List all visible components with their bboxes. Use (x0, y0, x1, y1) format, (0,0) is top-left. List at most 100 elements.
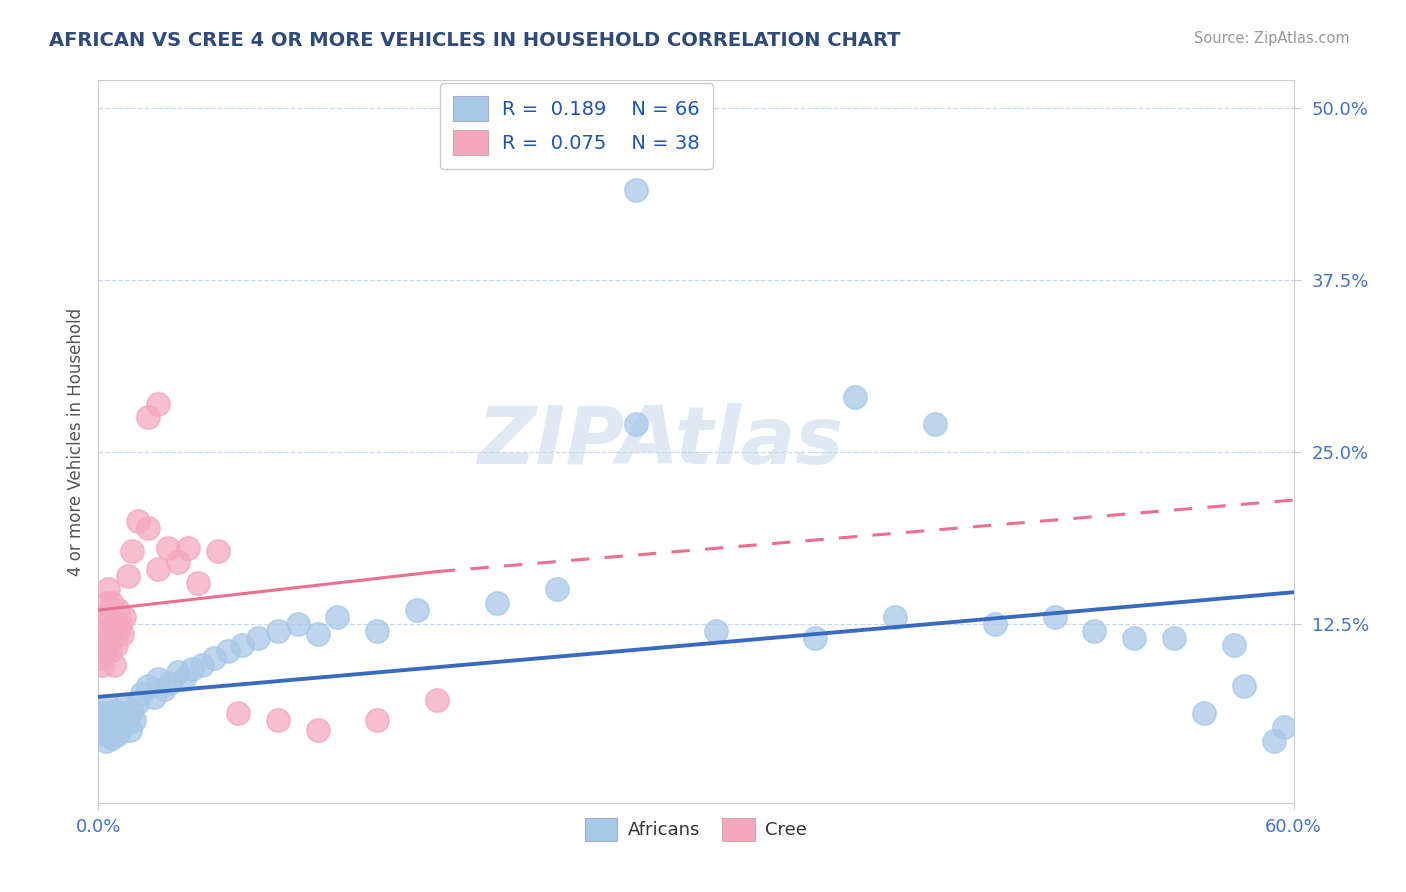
Point (124, 713, 146, 727)
Point (115, 713, 138, 727)
Point (267, 713, 290, 727)
Point (231, 638, 253, 652)
Point (167, 665, 190, 679)
Point (1192, 706, 1215, 721)
Point (287, 616, 309, 631)
Text: Source: ZipAtlas.com: Source: ZipAtlas.com (1194, 31, 1350, 46)
Point (101, 596, 124, 610)
Point (406, 603, 429, 617)
Point (101, 731, 124, 745)
Point (173, 672, 195, 686)
Point (89, 651, 111, 665)
Legend: Africans, Cree: Africans, Cree (578, 810, 814, 848)
Point (93, 706, 115, 721)
Point (97, 699, 120, 714)
Point (1223, 638, 1246, 652)
Point (98, 727, 122, 741)
Point (307, 626, 329, 640)
Point (704, 624, 727, 638)
Point (127, 695, 149, 709)
Text: ZIPAtlas: ZIPAtlas (477, 402, 844, 481)
Point (267, 624, 290, 638)
Point (96, 734, 118, 748)
Point (97, 720, 120, 734)
Point (96, 713, 118, 727)
Point (110, 616, 132, 631)
Point (101, 631, 124, 645)
Point (1163, 631, 1185, 645)
Point (91, 658, 114, 673)
Point (105, 709, 128, 723)
Point (326, 610, 349, 624)
Point (96, 638, 118, 652)
Point (626, 417, 648, 432)
Point (884, 610, 907, 624)
Point (103, 658, 125, 673)
Point (98, 610, 122, 624)
Point (1263, 734, 1285, 748)
Point (148, 672, 170, 686)
Point (226, 706, 249, 721)
Point (96, 596, 118, 610)
Point (804, 631, 827, 645)
Point (485, 596, 508, 610)
Point (136, 679, 159, 693)
Point (103, 723, 125, 737)
Point (148, 397, 170, 411)
Point (159, 676, 181, 690)
Point (148, 562, 170, 576)
Point (366, 713, 388, 727)
Point (153, 681, 176, 696)
Point (97, 582, 120, 597)
Point (107, 624, 129, 638)
Point (98, 644, 122, 658)
Point (117, 709, 139, 723)
Point (111, 626, 134, 640)
Point (181, 662, 204, 676)
Point (924, 417, 946, 432)
Point (1123, 631, 1146, 645)
Point (131, 686, 153, 700)
Point (984, 616, 1007, 631)
Point (107, 713, 129, 727)
Point (1043, 610, 1066, 624)
Point (127, 514, 149, 528)
Point (93, 727, 115, 741)
Point (103, 616, 125, 631)
Point (97, 631, 120, 645)
Point (366, 624, 388, 638)
Point (111, 717, 134, 731)
Point (157, 541, 180, 556)
Point (1233, 679, 1256, 693)
Point (98, 709, 122, 723)
Point (187, 575, 209, 590)
Point (246, 631, 269, 645)
Point (107, 727, 129, 741)
Point (110, 723, 132, 737)
Point (105, 717, 128, 731)
Point (120, 723, 142, 737)
Point (136, 410, 159, 425)
Point (143, 690, 166, 704)
Point (121, 704, 143, 718)
Point (1083, 624, 1105, 638)
Point (217, 644, 239, 658)
Point (202, 651, 225, 665)
Point (105, 638, 128, 652)
Point (103, 704, 125, 718)
Point (626, 183, 648, 197)
Point (112, 610, 135, 624)
Point (110, 706, 132, 721)
Point (91, 720, 114, 734)
Point (307, 723, 329, 737)
Point (91, 624, 114, 638)
Point (121, 544, 143, 558)
Point (207, 544, 229, 558)
Point (191, 658, 214, 673)
Point (93, 644, 115, 658)
Point (426, 692, 449, 706)
Point (93, 610, 115, 624)
Point (107, 603, 129, 617)
Point (546, 582, 568, 597)
Point (112, 699, 135, 714)
